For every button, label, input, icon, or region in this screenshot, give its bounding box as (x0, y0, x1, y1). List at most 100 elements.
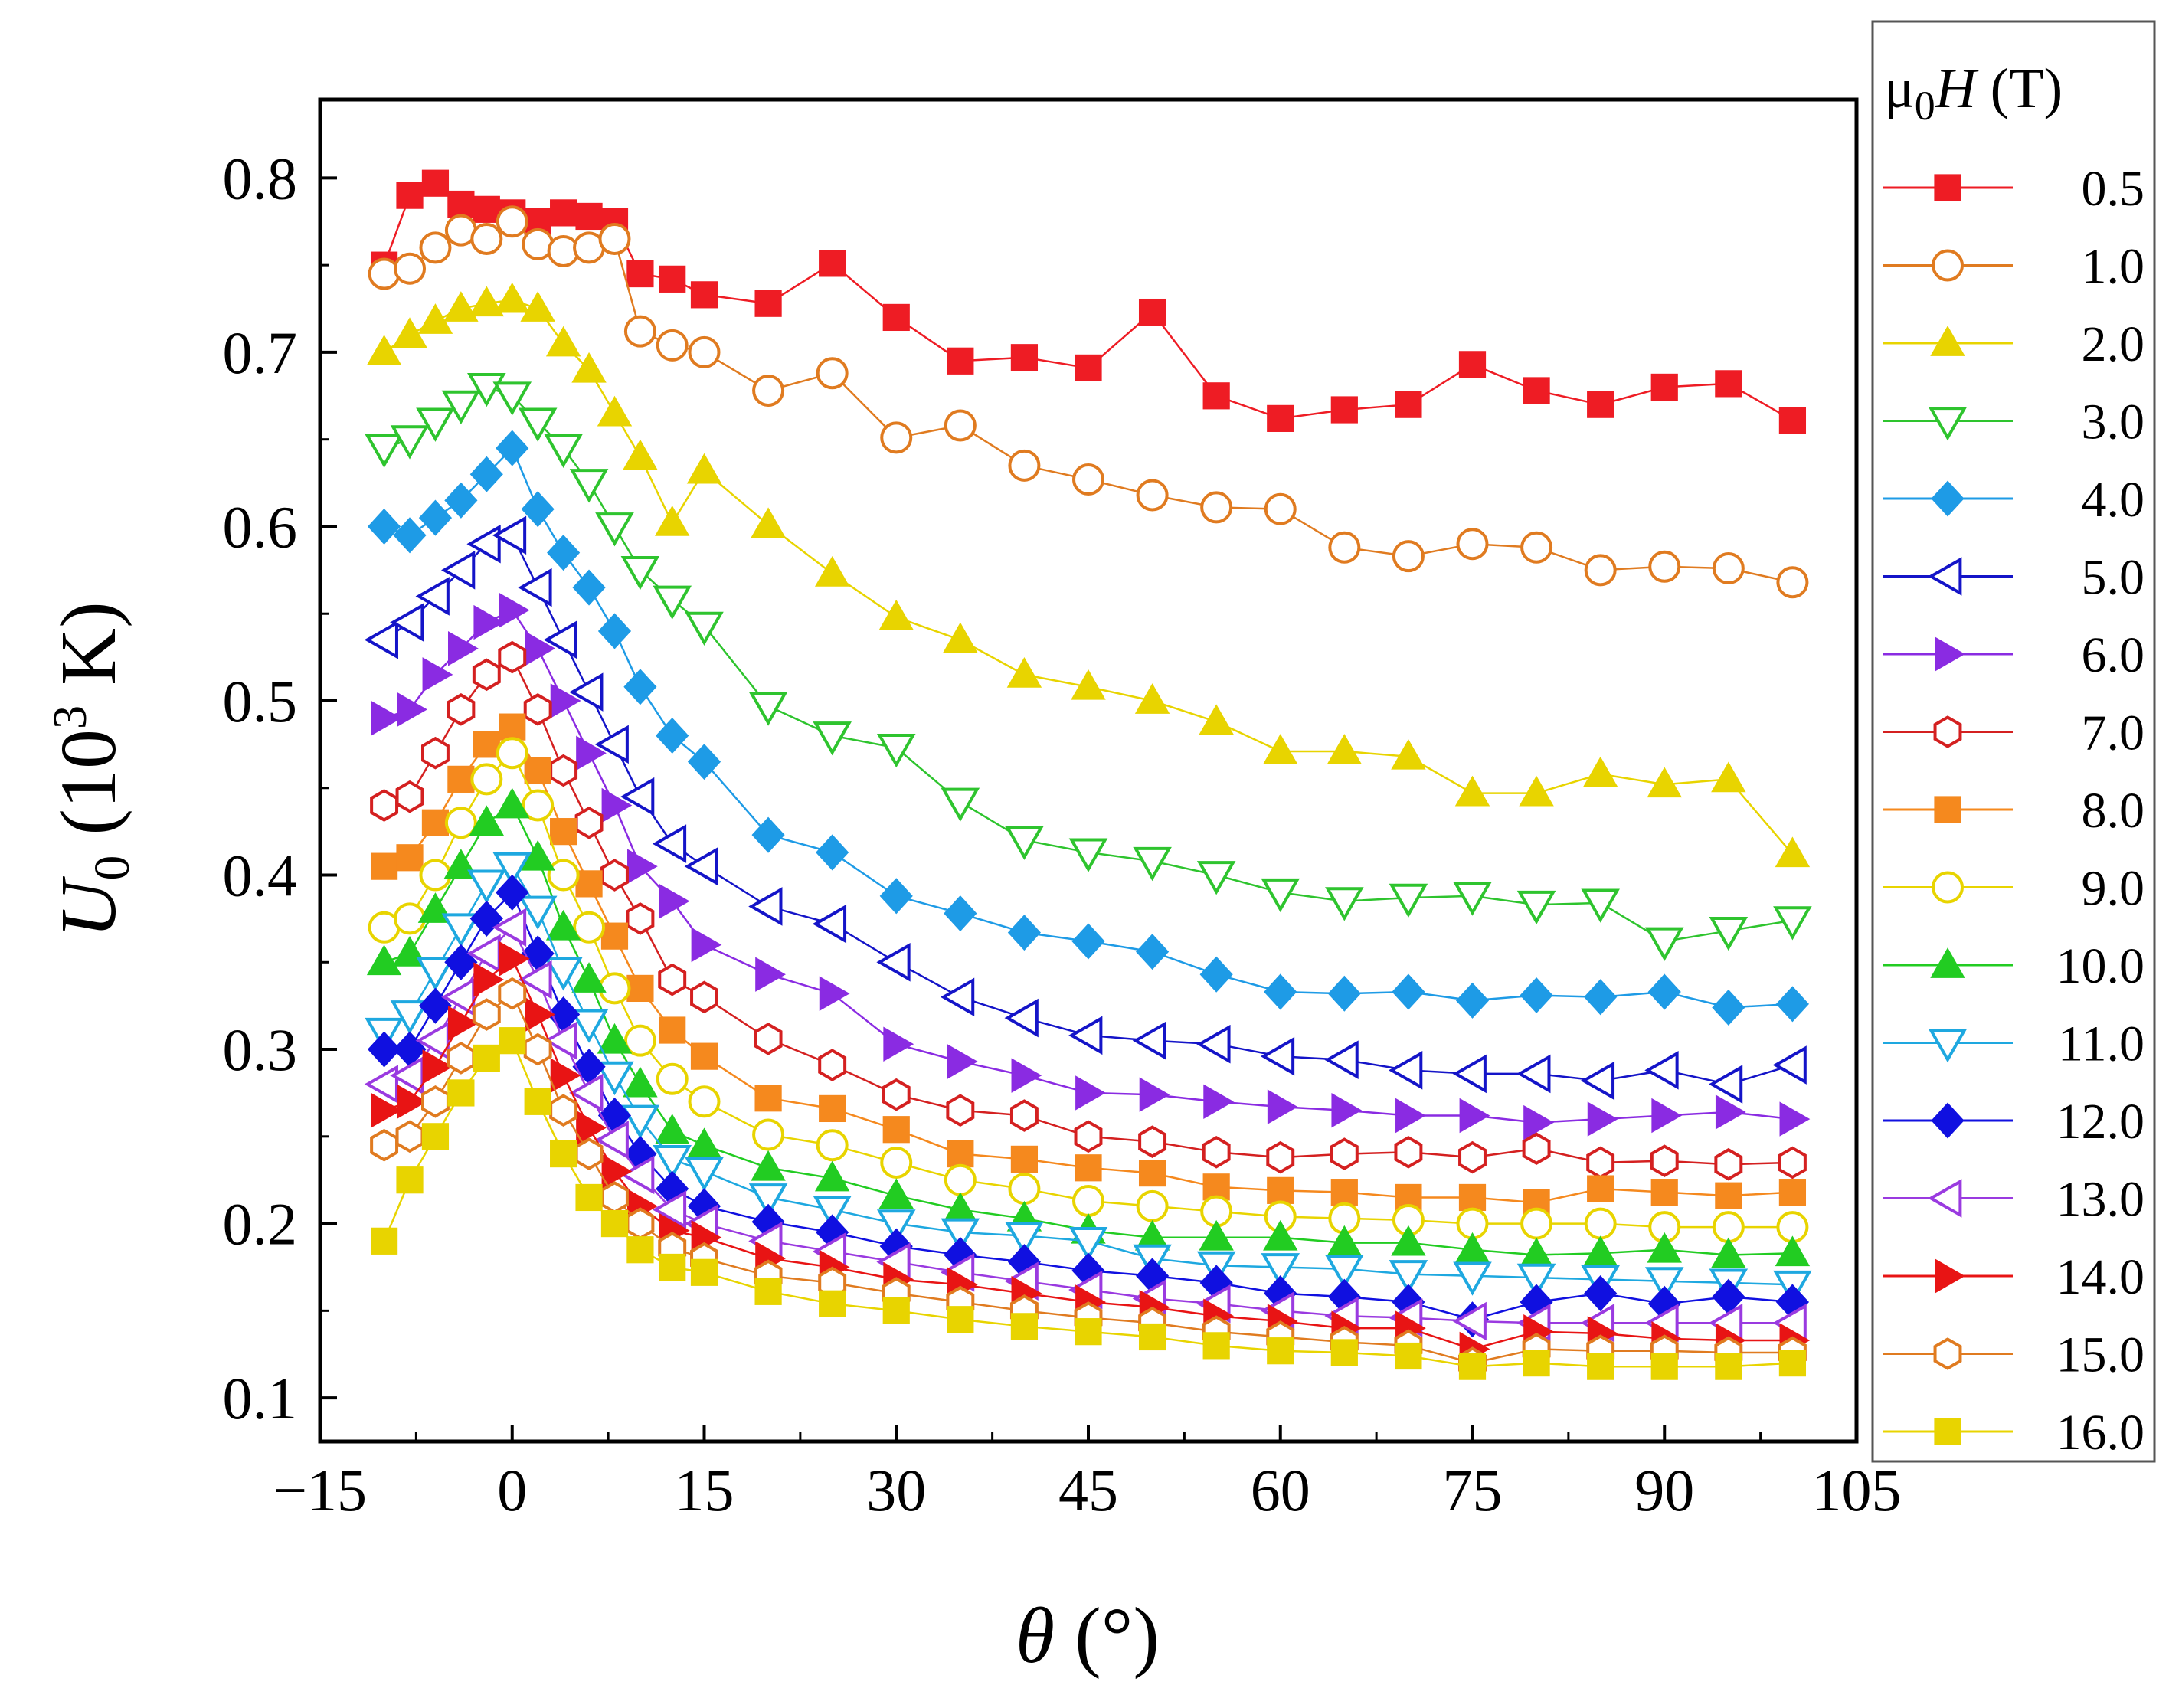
data-point (1395, 1098, 1426, 1134)
legend-entry-0.5: 0.5 (1883, 161, 2144, 217)
data-point (492, 908, 527, 947)
data-point (1327, 1225, 1363, 1256)
data-point (690, 281, 718, 309)
data-point (1010, 344, 1039, 371)
data-point (626, 260, 654, 288)
data-point (550, 199, 577, 227)
data-point (575, 202, 603, 231)
data-point (754, 1278, 782, 1305)
data-point (441, 977, 476, 1017)
data-point (447, 631, 479, 666)
legend-entry-3.0: 3.0 (1883, 394, 2144, 450)
data-point (690, 980, 718, 1014)
data-point (496, 737, 528, 770)
data-point (390, 425, 430, 460)
data-point (653, 585, 692, 620)
data-point (1587, 1101, 1618, 1137)
data-point (1392, 540, 1425, 573)
data-point (1325, 887, 1364, 921)
data-point (1072, 1185, 1104, 1218)
data-point (1138, 1323, 1166, 1351)
data-point (1199, 1219, 1234, 1251)
series-4.0 (368, 430, 1809, 1026)
data-point (418, 987, 453, 1024)
data-point (492, 852, 532, 887)
legend-marker (1933, 715, 1962, 748)
legend-marker (1932, 249, 1964, 282)
data-point (422, 657, 453, 692)
data-point (876, 1209, 916, 1244)
data-point (1453, 882, 1492, 916)
data-point (1647, 767, 1682, 798)
legend-entry-5.0: 5.0 (1883, 550, 2144, 606)
data-point (652, 824, 687, 863)
series-10.0 (366, 787, 1811, 1268)
data-point (659, 265, 686, 293)
legend-entry-10.0: 10.0 (1883, 938, 2144, 994)
data-point (1328, 531, 1361, 564)
data-point (947, 1140, 974, 1168)
data-point (819, 250, 846, 277)
legend-entry-1.0: 1.0 (1883, 239, 2144, 295)
data-point (819, 976, 850, 1011)
x-tick-label: 15 (675, 1457, 734, 1523)
data-point (878, 1178, 914, 1209)
data-point (473, 962, 505, 997)
legend-marker (1935, 636, 1965, 672)
data-point (685, 611, 724, 646)
data-point (1009, 1099, 1039, 1132)
data-point (1134, 683, 1170, 714)
data-point (1261, 1253, 1300, 1288)
x-tick-label: 30 (866, 1457, 926, 1523)
data-point (882, 1078, 911, 1111)
data-point (1330, 1137, 1359, 1170)
data-point (1005, 1222, 1044, 1256)
legend-marker (1928, 557, 1962, 596)
data-point (687, 744, 721, 780)
data-point (1075, 1318, 1102, 1346)
data-point (1266, 1140, 1295, 1174)
data-point (498, 640, 527, 674)
data-point (1708, 1065, 1743, 1104)
data-point (1264, 973, 1297, 1010)
data-point (1584, 1275, 1618, 1312)
legend-label: 6.0 (2082, 627, 2145, 683)
data-point (752, 374, 785, 407)
y-tick-label: 0.8 (223, 145, 298, 211)
data-point (686, 1127, 722, 1159)
data-point (420, 736, 450, 770)
data-point (447, 190, 475, 218)
data-point (366, 944, 402, 976)
y-tick-label: 0.4 (223, 843, 298, 909)
data-point (473, 195, 500, 223)
y-tick-label: 0.5 (223, 668, 298, 735)
data-point (495, 787, 530, 819)
data-point (1202, 1332, 1230, 1360)
legend-label: 11.0 (2058, 1016, 2144, 1072)
data-point (816, 1129, 849, 1162)
data-point (1458, 1183, 1487, 1212)
data-point (620, 777, 655, 816)
data-point (1647, 973, 1681, 1010)
legend-entry-4.0: 4.0 (1883, 472, 2144, 528)
data-point (1516, 1263, 1556, 1298)
x-tick-label: −15 (273, 1457, 367, 1523)
data-point (652, 1190, 687, 1229)
data-point (472, 998, 501, 1031)
data-point (1773, 906, 1812, 941)
data-point (368, 257, 401, 290)
series-3.0 (365, 373, 1812, 961)
data-point (550, 1140, 577, 1168)
data-point (685, 1157, 724, 1192)
data-point (1452, 1301, 1487, 1341)
data-point (623, 1066, 658, 1098)
series-7.0 (370, 640, 1807, 1181)
data-point (659, 1253, 686, 1281)
data-point (1647, 1232, 1682, 1263)
data-point (1650, 1144, 1679, 1177)
data-point (390, 1000, 430, 1035)
data-point (1516, 1054, 1551, 1094)
data-point (1648, 550, 1681, 583)
series-layer (364, 169, 1812, 1380)
data-point (600, 1181, 629, 1214)
